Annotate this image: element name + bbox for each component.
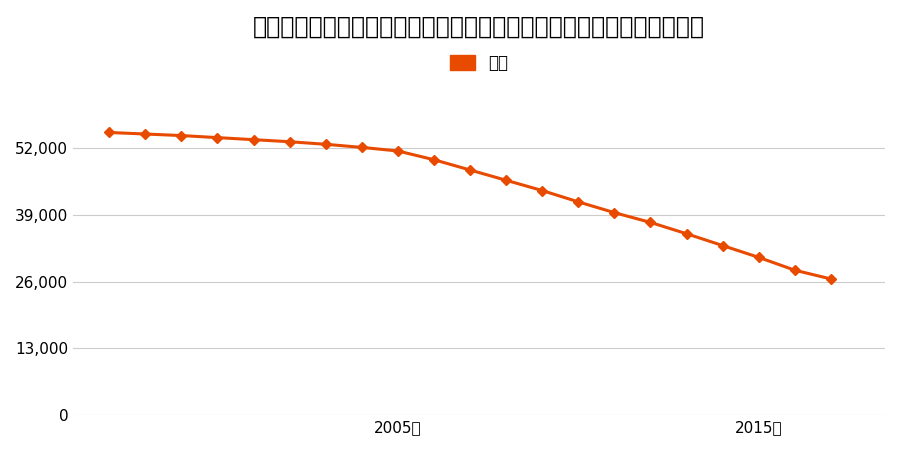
Title: 岩手県岩手郡岩手町大字江刈内第１０地割字三本松１８番５の地価推移: 岩手県岩手郡岩手町大字江刈内第１０地割字三本松１８番５の地価推移 [253, 15, 705, 39]
Legend: 価格: 価格 [443, 48, 515, 79]
